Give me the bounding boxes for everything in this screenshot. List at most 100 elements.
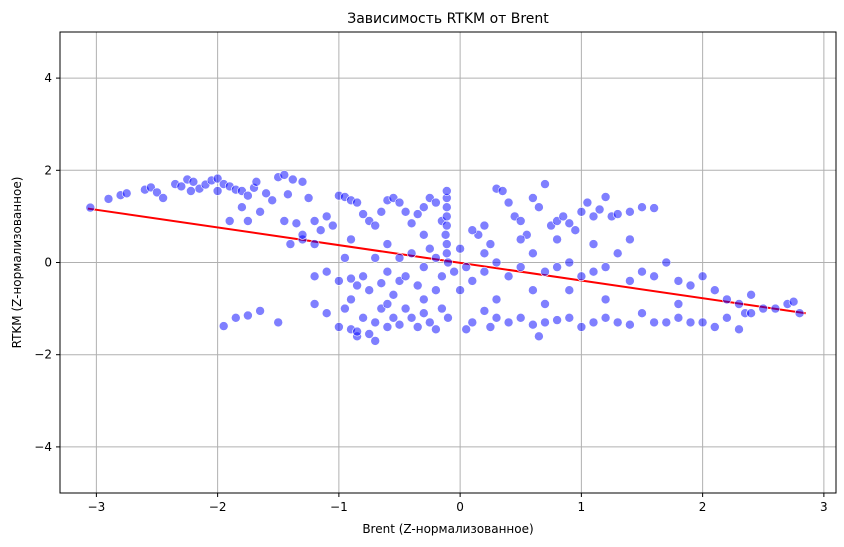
- data-point: [212, 173, 223, 184]
- data-point: [625, 234, 635, 245]
- data-point: [158, 193, 168, 203]
- data-point: [588, 239, 599, 249]
- data-point: [637, 202, 647, 212]
- data-point: [261, 188, 271, 199]
- data-point: [441, 220, 452, 231]
- data-point: [576, 322, 587, 332]
- x-tick-label: −3: [88, 500, 106, 514]
- data-point: [224, 216, 235, 226]
- data-point: [370, 317, 381, 328]
- data-point: [309, 216, 320, 226]
- x-tick-label: −2: [209, 500, 227, 514]
- data-point: [558, 211, 569, 222]
- data-point: [394, 319, 405, 330]
- data-point: [564, 218, 575, 229]
- data-point: [709, 285, 720, 296]
- data-point: [418, 262, 429, 272]
- data-point: [382, 239, 393, 249]
- y-tick-label: −4: [34, 440, 52, 454]
- data-point: [418, 230, 429, 240]
- data-point: [552, 262, 562, 272]
- data-point: [625, 319, 635, 330]
- y-tick-label: 2: [44, 163, 52, 177]
- data-point: [382, 299, 393, 309]
- data-point: [685, 280, 696, 291]
- data-point: [588, 317, 599, 328]
- data-point: [424, 317, 435, 328]
- data-point: [467, 225, 478, 235]
- data-point: [431, 324, 441, 335]
- data-point: [540, 299, 550, 309]
- data-point: [588, 211, 599, 222]
- data-point: [309, 299, 320, 309]
- data-point: [734, 299, 744, 309]
- data-point: [352, 280, 362, 291]
- data-point: [491, 294, 502, 305]
- data-point: [400, 271, 411, 282]
- data-point: [491, 257, 502, 268]
- data-point: [625, 207, 635, 217]
- data-point: [685, 317, 696, 328]
- data-point: [431, 253, 441, 263]
- y-axis-label: RTKM (Z-нормализованное): [10, 177, 24, 349]
- data-point: [564, 312, 575, 323]
- data-point: [437, 303, 447, 314]
- data-point: [588, 266, 599, 277]
- data-point: [376, 278, 387, 289]
- x-axis-label: Brent (Z-нормализованное): [362, 522, 533, 536]
- data-point: [382, 322, 393, 332]
- data-point: [528, 248, 538, 259]
- data-point: [461, 324, 472, 335]
- data-point: [412, 322, 423, 332]
- data-point: [788, 296, 799, 307]
- data-point: [176, 181, 187, 192]
- data-point: [612, 317, 623, 328]
- data-point: [440, 230, 451, 240]
- data-point: [528, 319, 538, 330]
- data-point: [273, 317, 284, 328]
- data-point: [534, 331, 544, 342]
- data-point: [370, 253, 381, 263]
- data-point: [552, 315, 562, 325]
- data-point: [540, 317, 550, 328]
- x-tick-label: 3: [820, 500, 828, 514]
- data-point: [346, 294, 356, 305]
- data-point: [564, 285, 575, 296]
- data-point: [358, 312, 368, 323]
- data-point: [315, 225, 326, 235]
- data-point: [497, 186, 508, 196]
- data-point: [303, 193, 314, 203]
- data-point: [649, 271, 659, 282]
- data-point: [661, 257, 672, 268]
- data-point: [491, 312, 502, 323]
- data-point: [479, 248, 490, 259]
- data-point: [625, 276, 635, 286]
- data-point: [661, 317, 672, 328]
- data-point: [418, 308, 429, 319]
- data-point: [309, 271, 320, 282]
- data-point: [340, 253, 350, 263]
- data-point: [394, 197, 405, 208]
- data-point: [673, 312, 684, 323]
- data-point: [528, 193, 538, 203]
- data-point: [400, 207, 411, 217]
- points-layer: [85, 170, 805, 346]
- data-point: [485, 239, 496, 249]
- data-point: [121, 188, 132, 199]
- data-point: [515, 216, 526, 226]
- data-point: [770, 303, 781, 314]
- data-point: [297, 230, 308, 240]
- data-point: [528, 285, 538, 296]
- data-point: [443, 312, 453, 323]
- data-point: [297, 177, 308, 187]
- data-point: [364, 285, 375, 296]
- data-point: [441, 211, 452, 222]
- data-point: [237, 202, 247, 212]
- data-point: [406, 248, 417, 259]
- data-point: [540, 179, 550, 189]
- x-tick-label: 2: [699, 500, 707, 514]
- data-point: [352, 326, 362, 337]
- data-point: [441, 239, 452, 249]
- data-point: [279, 170, 290, 180]
- x-axis-ticks: −3 −2 −1 0 1 2 3: [88, 493, 828, 514]
